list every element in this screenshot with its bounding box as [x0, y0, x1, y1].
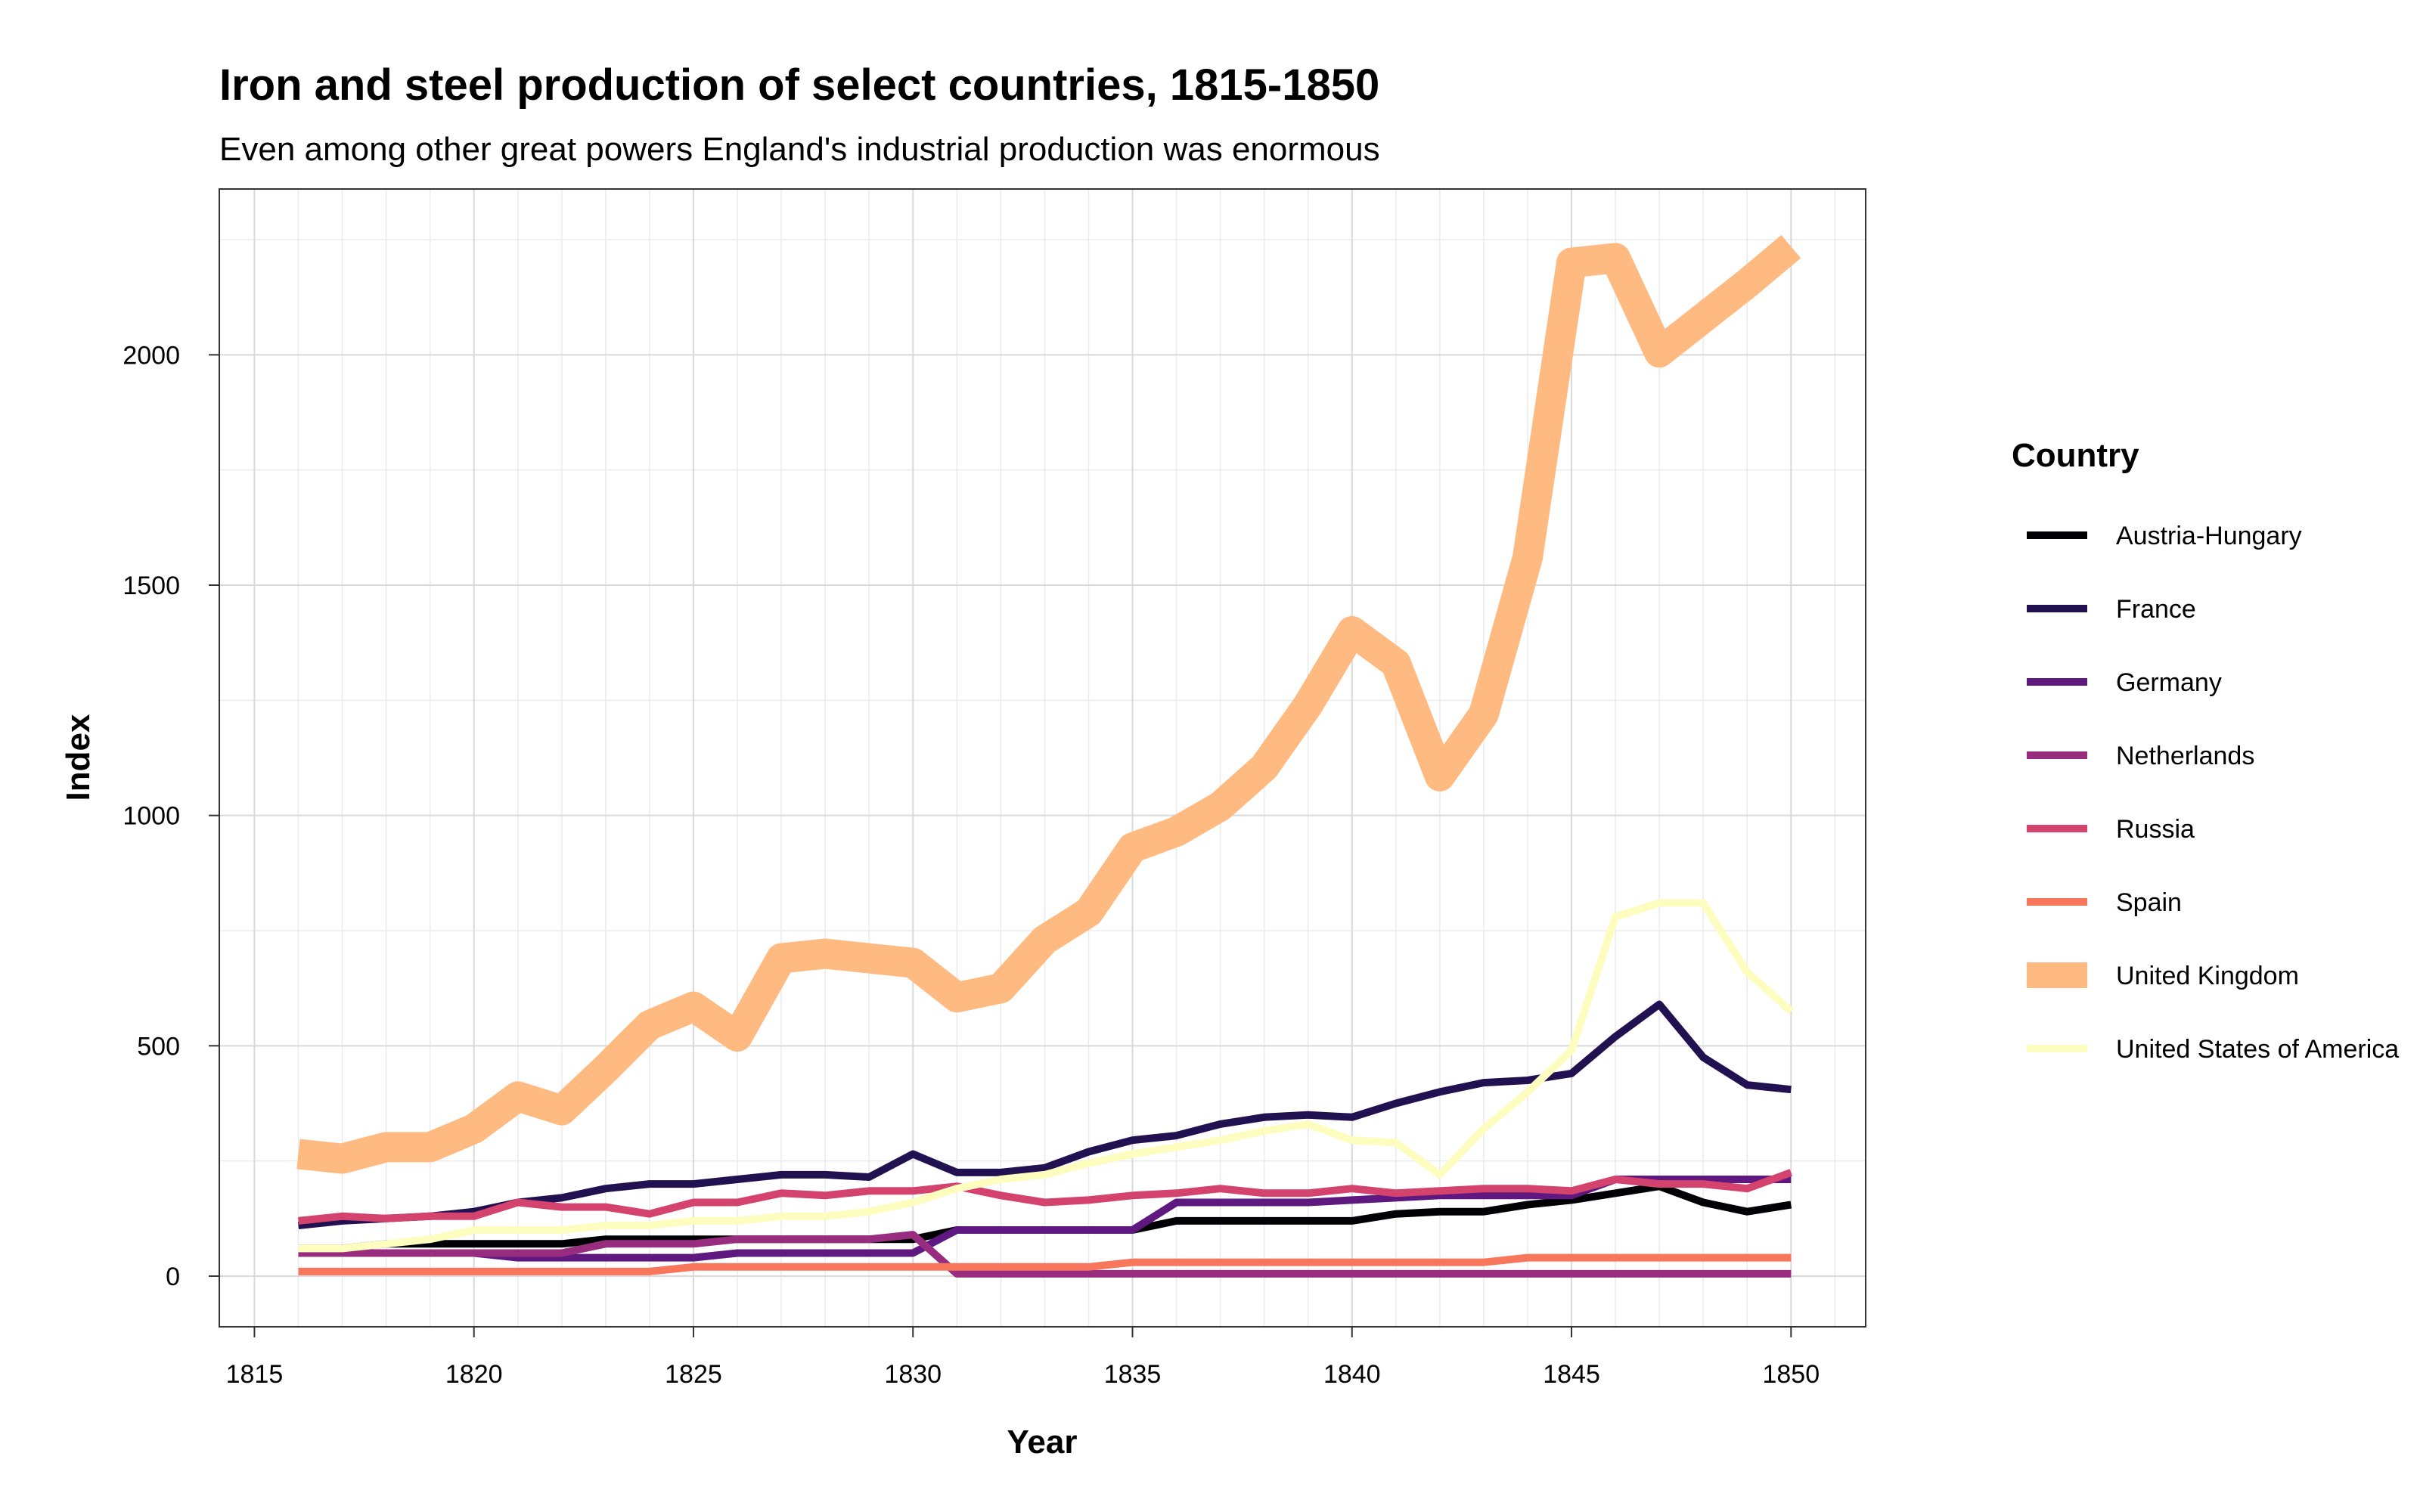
series-line-united-states-of-america: [298, 899, 1794, 1253]
x-tick-label: 1815: [226, 1360, 284, 1389]
x-tick-label: 1845: [1543, 1360, 1600, 1389]
y-tick-label: 0: [166, 1263, 180, 1291]
y-tick-label: 2000: [123, 341, 180, 370]
plot-panel: [219, 188, 1866, 1328]
series-line-russia: [297, 1169, 1793, 1225]
x-tick-label: 1840: [1323, 1360, 1381, 1389]
y-tick-label: 1000: [123, 802, 180, 831]
x-tick-label: 1825: [665, 1360, 722, 1389]
series-lines: [296, 234, 1801, 1278]
grid: [219, 189, 1866, 1327]
y-tick-label: 1500: [123, 572, 180, 600]
axis-ticks: 0 500 1000 1500 2000 1815 1820 1825 1830 1835 1840…: [123, 341, 1820, 1389]
legend-label-france: France: [2116, 595, 2196, 624]
legend-label-united-states-of-america: United States of America: [2116, 1035, 2399, 1064]
series-line-germany: [298, 1176, 1792, 1262]
x-tick-label: 1820: [445, 1360, 503, 1389]
chart-subtitle: Even among other great powers England's …: [219, 131, 1380, 168]
chart-title: Iron and steel production of select coun…: [219, 60, 1379, 110]
legend-title: Country: [2012, 437, 2139, 474]
y-tick-label: 500: [137, 1032, 180, 1061]
series-line-spain: [298, 1253, 1792, 1275]
x-tick-label: 1830: [884, 1360, 942, 1389]
x-axis-title: Year: [1007, 1424, 1078, 1461]
series-line-netherlands: [298, 1231, 1792, 1278]
legend-label-austria-hungary: Austria-Hungary: [2116, 522, 2302, 550]
y-axis-title: Index: [60, 714, 97, 801]
x-tick-label: 1835: [1104, 1360, 1162, 1389]
legend-label-spain: Spain: [2116, 888, 2182, 917]
series-line-united-kingdom: [296, 234, 1801, 1174]
legend-label-united-kingdom: United Kingdom: [2116, 962, 2299, 990]
legend: Austria-Hungary France Germany Netherlands R…: [2027, 522, 2399, 1064]
legend-label-russia: Russia: [2116, 815, 2195, 844]
legend-label-germany: Germany: [2116, 668, 2222, 697]
legend-label-netherlands: Netherlands: [2116, 742, 2254, 770]
x-tick-label: 1850: [1762, 1360, 1820, 1389]
